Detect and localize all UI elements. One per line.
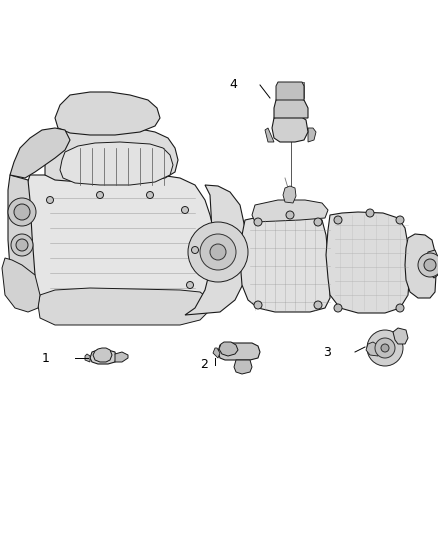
Polygon shape	[252, 200, 328, 222]
Circle shape	[286, 211, 294, 219]
Circle shape	[254, 301, 262, 309]
Polygon shape	[276, 82, 304, 100]
Polygon shape	[115, 352, 128, 362]
Circle shape	[334, 216, 342, 224]
Circle shape	[314, 301, 322, 309]
Circle shape	[200, 234, 236, 270]
Circle shape	[46, 197, 53, 204]
Circle shape	[418, 253, 438, 277]
Circle shape	[334, 304, 342, 312]
Circle shape	[314, 218, 322, 226]
Polygon shape	[426, 250, 438, 278]
Polygon shape	[326, 212, 410, 313]
Circle shape	[8, 198, 36, 226]
Polygon shape	[240, 213, 330, 312]
Polygon shape	[93, 348, 112, 362]
Text: 4: 4	[229, 78, 237, 92]
Circle shape	[96, 191, 103, 198]
Polygon shape	[2, 258, 40, 312]
Circle shape	[146, 191, 153, 198]
Circle shape	[210, 244, 226, 260]
Text: 3: 3	[323, 345, 331, 359]
Circle shape	[375, 338, 395, 358]
Polygon shape	[213, 348, 220, 358]
Polygon shape	[218, 343, 260, 360]
Bar	[300, 82, 304, 98]
Circle shape	[181, 206, 188, 214]
Polygon shape	[265, 128, 274, 142]
Polygon shape	[55, 92, 160, 135]
Text: 2: 2	[200, 359, 208, 372]
Circle shape	[11, 234, 33, 256]
Text: 1: 1	[42, 351, 50, 365]
Polygon shape	[219, 342, 238, 356]
Bar	[279, 82, 283, 98]
Polygon shape	[22, 175, 220, 320]
Circle shape	[254, 218, 262, 226]
Circle shape	[367, 330, 403, 366]
Circle shape	[14, 204, 30, 220]
Polygon shape	[272, 115, 308, 142]
Bar	[293, 82, 297, 98]
Polygon shape	[38, 288, 210, 325]
Circle shape	[381, 344, 389, 352]
Polygon shape	[60, 142, 173, 185]
Polygon shape	[8, 175, 35, 282]
Polygon shape	[85, 354, 90, 362]
Circle shape	[424, 259, 436, 271]
Circle shape	[396, 304, 404, 312]
Polygon shape	[234, 360, 252, 374]
Polygon shape	[283, 186, 296, 203]
Polygon shape	[10, 128, 70, 178]
Bar	[286, 82, 290, 98]
Polygon shape	[45, 126, 178, 183]
Polygon shape	[405, 234, 436, 298]
Polygon shape	[366, 342, 378, 356]
Circle shape	[187, 281, 194, 288]
Polygon shape	[274, 97, 308, 118]
Circle shape	[366, 209, 374, 217]
Circle shape	[396, 216, 404, 224]
Circle shape	[188, 222, 248, 282]
Polygon shape	[90, 350, 116, 364]
Polygon shape	[393, 328, 408, 344]
Polygon shape	[185, 185, 248, 315]
Polygon shape	[308, 128, 316, 142]
Circle shape	[191, 246, 198, 254]
Circle shape	[16, 239, 28, 251]
